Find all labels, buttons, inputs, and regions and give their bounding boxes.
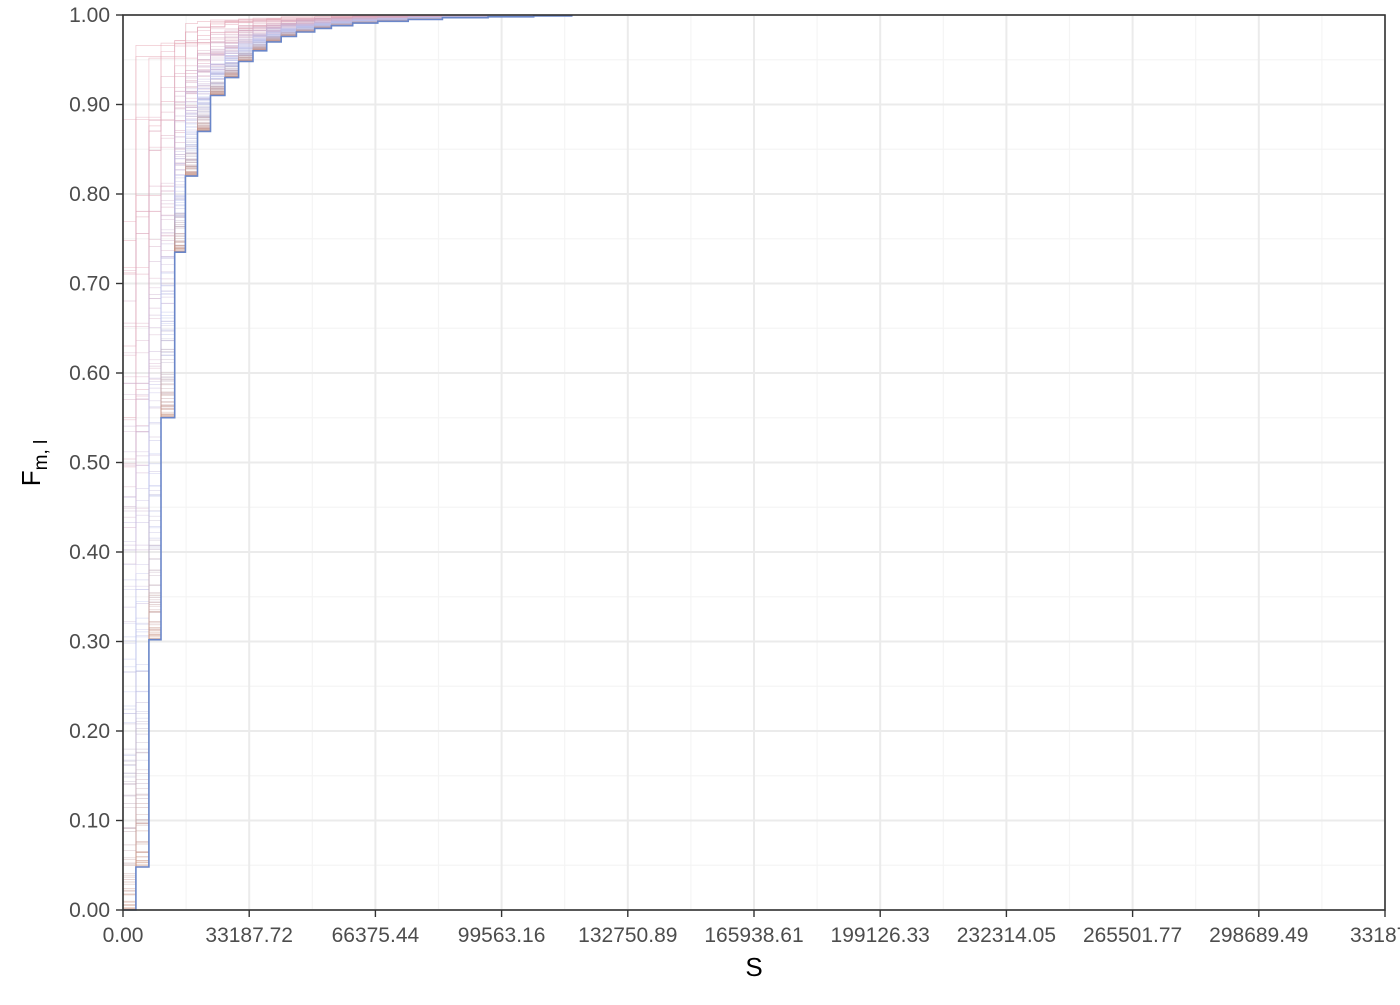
series-layer — [123, 15, 573, 911]
x-tick-label: 66375.44 — [332, 924, 420, 947]
x-tick-label: 132750.89 — [578, 924, 677, 947]
x-tick-label: 232314.05 — [957, 924, 1056, 947]
y-tick-label: 0.80 — [69, 183, 110, 206]
y-tick-label: 0.10 — [69, 810, 110, 833]
x-tick-label: 165938.61 — [704, 924, 803, 947]
x-tick-label: 0.00 — [103, 924, 144, 947]
y-tick-label: 1.00 — [69, 4, 110, 27]
x-tick-label: 33187.72 — [205, 924, 293, 947]
axes: 0.00 33187.72 66375.44 99563.16 132750.89 165… — [69, 4, 1400, 947]
x-tick-label: 265501.77 — [1083, 924, 1182, 947]
x-axis-title: S — [745, 952, 762, 982]
x-tick-label: 298689.49 — [1209, 924, 1308, 947]
y-axis-title-main: F — [16, 470, 46, 486]
y-tick-label: 0.00 — [69, 899, 110, 922]
y-axis-title-subscript: m, l — [31, 440, 52, 471]
x-tick-label: 331877 — [1350, 924, 1400, 947]
y-tick-label: 0.40 — [69, 541, 110, 564]
y-tick-label: 0.30 — [69, 631, 110, 654]
ecdf-main-step-line — [123, 15, 573, 911]
x-tick-label: 99563.16 — [458, 924, 546, 947]
y-axis-title: Fm, l — [16, 440, 52, 487]
y-tick-label: 0.70 — [69, 273, 110, 296]
y-tick-label: 0.90 — [69, 94, 110, 117]
y-tick-label: 0.50 — [69, 452, 110, 475]
y-tick-label: 0.60 — [69, 362, 110, 385]
y-tick-label: 0.20 — [69, 720, 110, 743]
x-tick-label: 199126.33 — [831, 924, 930, 947]
grid — [122, 14, 1386, 911]
